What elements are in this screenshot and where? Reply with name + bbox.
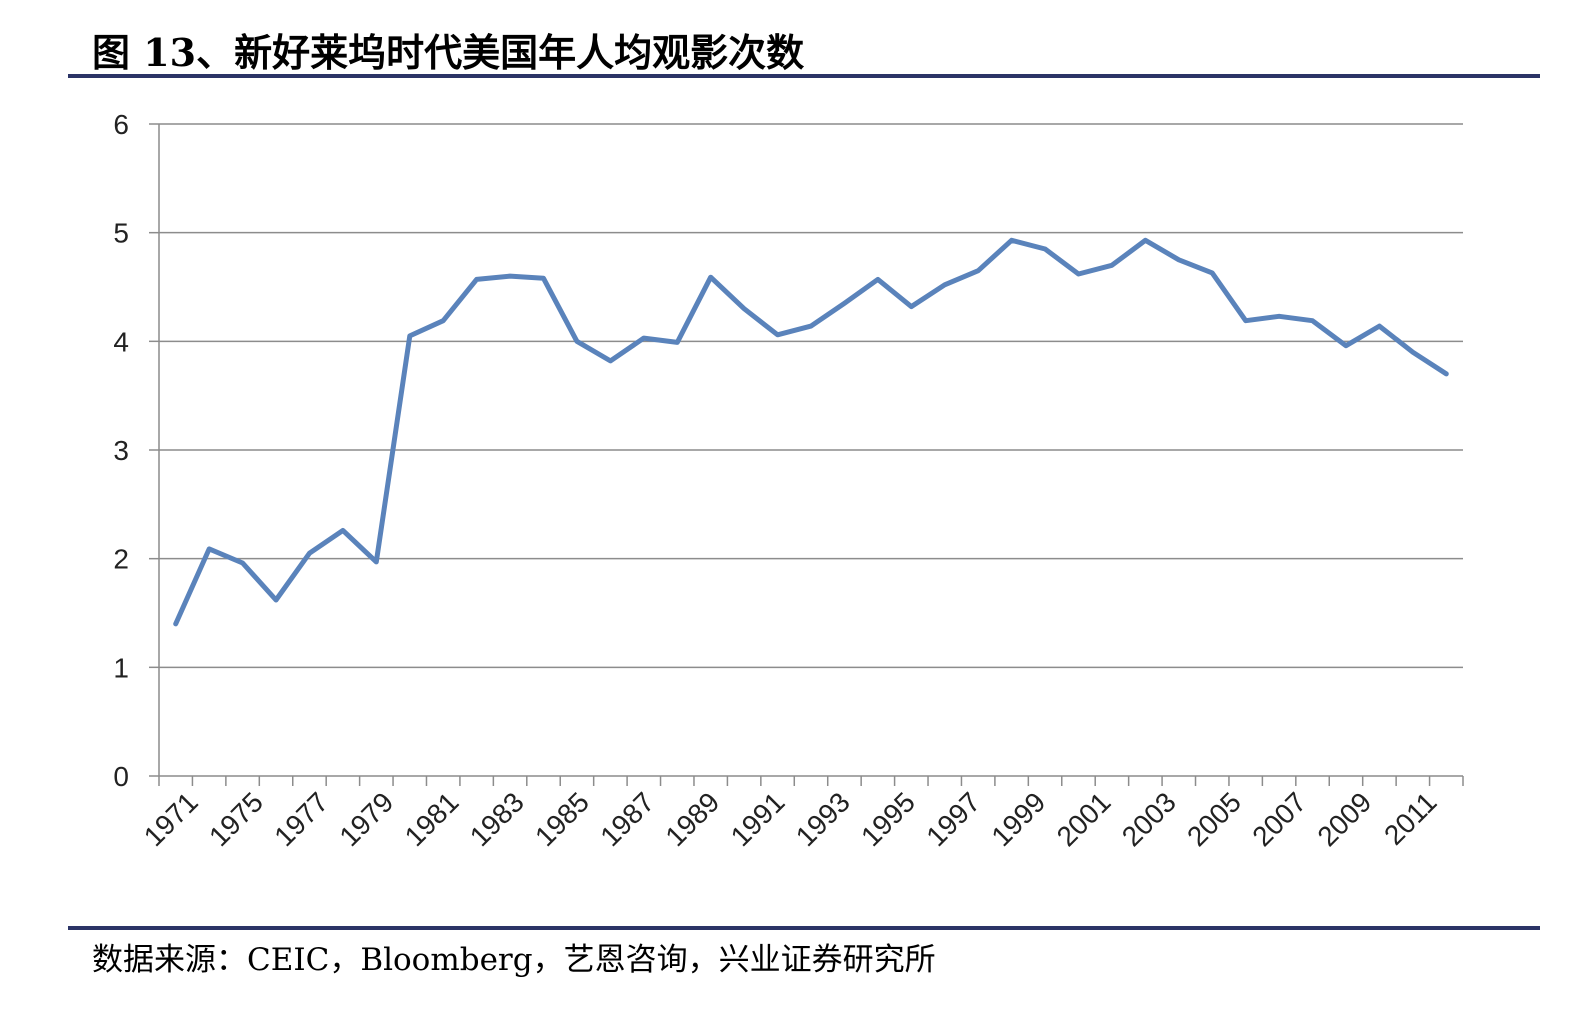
- x-tick-label: 1987: [594, 786, 660, 852]
- x-tick-label: 2011: [1378, 786, 1443, 851]
- x-tick-label: 1993: [790, 786, 856, 852]
- x-tick-label: 1983: [464, 786, 530, 852]
- x-tick-label: 2007: [1246, 786, 1312, 852]
- x-tick-label: 2009: [1311, 786, 1377, 852]
- bottom-rule: [68, 926, 1540, 930]
- x-tick-label: 1979: [333, 786, 399, 852]
- x-tick-label: 2003: [1116, 786, 1182, 852]
- x-tick-label: 1971: [138, 786, 204, 852]
- gridlines: [159, 123, 1463, 669]
- x-tick-label: 1975: [203, 786, 269, 852]
- y-tick-label: 1: [113, 652, 129, 683]
- x-tick-label: 2001: [1051, 786, 1117, 852]
- y-tick-label: 5: [113, 218, 129, 249]
- x-tick-label: 1981: [399, 786, 465, 852]
- data-source-note: 数据来源：CEIC，Bloomberg，艺恩咨询，兴业证券研究所: [92, 942, 936, 978]
- y-tick-label: 3: [113, 435, 129, 466]
- x-tick-label: 1977: [268, 786, 334, 852]
- y-tick-label: 0: [113, 761, 129, 792]
- x-tick-label: 1995: [855, 786, 921, 852]
- x-tick-label: 1991: [725, 786, 791, 852]
- x-tick-label: 1997: [920, 786, 986, 852]
- x-tick-label: 2005: [1181, 786, 1247, 852]
- figure-title: 图 13、新好莱坞时代美国年人均观影次数: [92, 30, 805, 75]
- axes: [149, 123, 1464, 786]
- top-rule: [68, 74, 1540, 78]
- series-layer: [173, 237, 1449, 627]
- x-tick-label: 1989: [659, 786, 725, 852]
- x-tick-label: 1985: [529, 786, 595, 852]
- series-line-0: [173, 237, 1449, 627]
- y-tick-label: 2: [113, 544, 129, 575]
- x-tick-labels: 1971 1975 1977 1979 1981 1983 1985 1987 1989 1991…: [138, 786, 1443, 852]
- y-tick-labels: 0 1 2 3 4 5 6: [113, 109, 129, 792]
- x-tick-label: 1999: [985, 786, 1051, 852]
- y-tick-label: 6: [113, 109, 129, 140]
- y-tick-label: 4: [113, 326, 129, 357]
